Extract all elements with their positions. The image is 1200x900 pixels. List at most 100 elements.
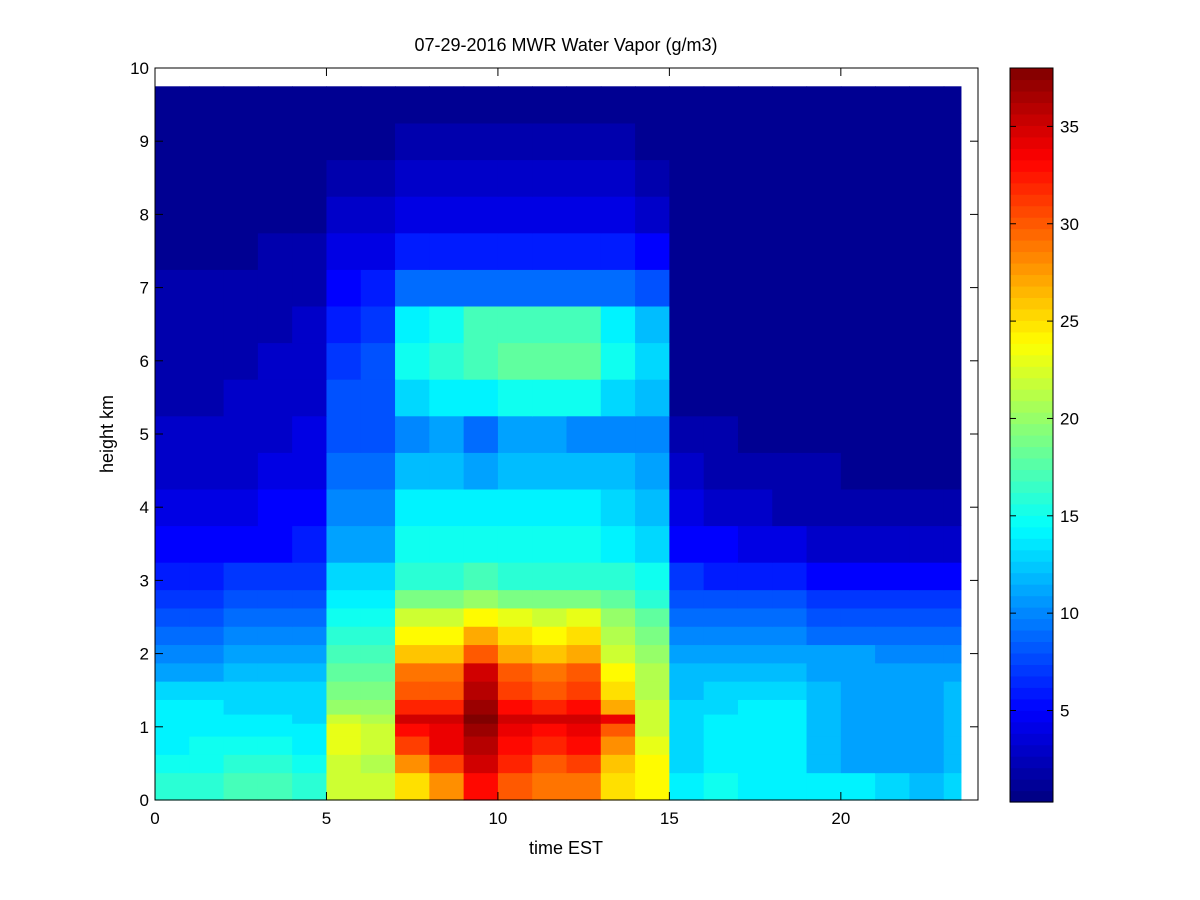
heatmap-cell [223, 713, 259, 724]
heatmap-cell [840, 662, 876, 682]
heatmap-cell [600, 86, 636, 124]
heatmap-cell [463, 269, 499, 307]
heatmap-cell [600, 662, 636, 682]
heatmap-cell [395, 525, 430, 563]
heatmap-cell [566, 159, 602, 197]
heatmap-cell [943, 772, 962, 801]
heatmap-cell [360, 562, 396, 591]
y-tick-label: 9 [140, 132, 149, 151]
heatmap-cell [772, 159, 808, 197]
heatmap-cell [840, 525, 876, 563]
heatmap-cell [155, 772, 190, 801]
colorbar-tick-label: 30 [1060, 215, 1079, 234]
heatmap-cell [497, 772, 533, 801]
heatmap-cell [840, 342, 876, 380]
heatmap-cell [360, 525, 396, 563]
heatmap-cell [737, 607, 773, 627]
heatmap-cell [189, 269, 225, 307]
heatmap-cell [532, 644, 568, 664]
heatmap-cell [326, 723, 362, 737]
heatmap-cell [840, 86, 876, 124]
heatmap-cell [223, 122, 259, 161]
y-tick-label: 8 [140, 205, 149, 224]
heatmap-cell [669, 723, 705, 737]
colorbar-step [1010, 446, 1053, 459]
heatmap-cell [635, 644, 670, 664]
heatmap-cell [395, 681, 430, 700]
heatmap-cell [223, 269, 259, 307]
heatmap-cell [772, 86, 808, 124]
heatmap-cell [429, 626, 465, 646]
heatmap-cell [669, 562, 705, 591]
heatmap-cell [600, 713, 636, 724]
heatmap-cell [189, 342, 225, 380]
heatmap-cell [703, 159, 739, 197]
heatmap-cell [600, 269, 636, 307]
heatmap-cell [909, 86, 945, 124]
heatmap-cell [155, 754, 190, 774]
heatmap-cell [703, 735, 739, 755]
heatmap-cell [155, 589, 190, 609]
heatmap-cell [840, 488, 876, 527]
colorbar-step [1010, 125, 1053, 138]
heatmap-cell [909, 415, 945, 453]
heatmap-cell [909, 232, 945, 270]
heatmap-cell [875, 607, 911, 627]
heatmap-cell [463, 379, 499, 417]
heatmap-cell [429, 644, 465, 664]
heatmap-cell [360, 772, 396, 801]
heatmap-cell [360, 699, 396, 715]
colorbar-step [1010, 297, 1053, 310]
heatmap-cell [395, 772, 430, 801]
heatmap-cell [189, 626, 225, 646]
colorbar-step [1010, 366, 1053, 379]
heatmap-cell [395, 488, 430, 527]
colorbar-tick-label: 15 [1060, 507, 1079, 526]
heatmap-cell [703, 713, 739, 724]
heatmap-cell [703, 342, 739, 380]
heatmap-cell [669, 305, 705, 344]
heatmap-cell [840, 699, 876, 715]
heatmap-cell [943, 415, 962, 453]
heatmap-cell [600, 644, 636, 664]
heatmap-cell [429, 589, 465, 609]
heatmap-cell [909, 644, 945, 664]
heatmap-cell [909, 681, 945, 700]
heatmap-cell [875, 159, 911, 197]
heatmap-cell [943, 342, 962, 380]
heatmap-cell [635, 415, 670, 453]
heatmap-cell [532, 662, 568, 682]
heatmap-cell [737, 159, 773, 197]
heatmap-cell [326, 269, 362, 307]
heatmap-cell [223, 415, 259, 453]
heatmap-cell [875, 452, 911, 490]
heatmap-cell [155, 626, 190, 646]
heatmap-cell [463, 772, 499, 801]
heatmap-cell [257, 713, 293, 724]
heatmap-cell [669, 681, 705, 700]
heatmap-cell [600, 159, 636, 197]
heatmap-cell [840, 159, 876, 197]
heatmap-cell [772, 607, 808, 627]
heatmap-cell [257, 626, 293, 646]
heatmap-cell [497, 699, 533, 715]
heatmap-cell [600, 196, 636, 234]
heatmap-cell [909, 699, 945, 715]
heatmap-cell [737, 232, 773, 270]
heatmap-cell [943, 626, 962, 646]
heatmap-cell [806, 699, 842, 715]
heatmap-cell [840, 232, 876, 270]
heatmap-cell [737, 525, 773, 563]
heatmap-cell [155, 681, 190, 700]
heatmap-cell [566, 415, 602, 453]
y-tick-label: 7 [140, 279, 149, 298]
heatmap-cells [155, 86, 962, 801]
heatmap-cell [395, 305, 430, 344]
heatmap-cell [772, 644, 808, 664]
heatmap-cell [155, 699, 190, 715]
heatmap-cell [703, 772, 739, 801]
heatmap-cell [292, 644, 328, 664]
heatmap-cell [875, 488, 911, 527]
heatmap-cell [532, 232, 568, 270]
